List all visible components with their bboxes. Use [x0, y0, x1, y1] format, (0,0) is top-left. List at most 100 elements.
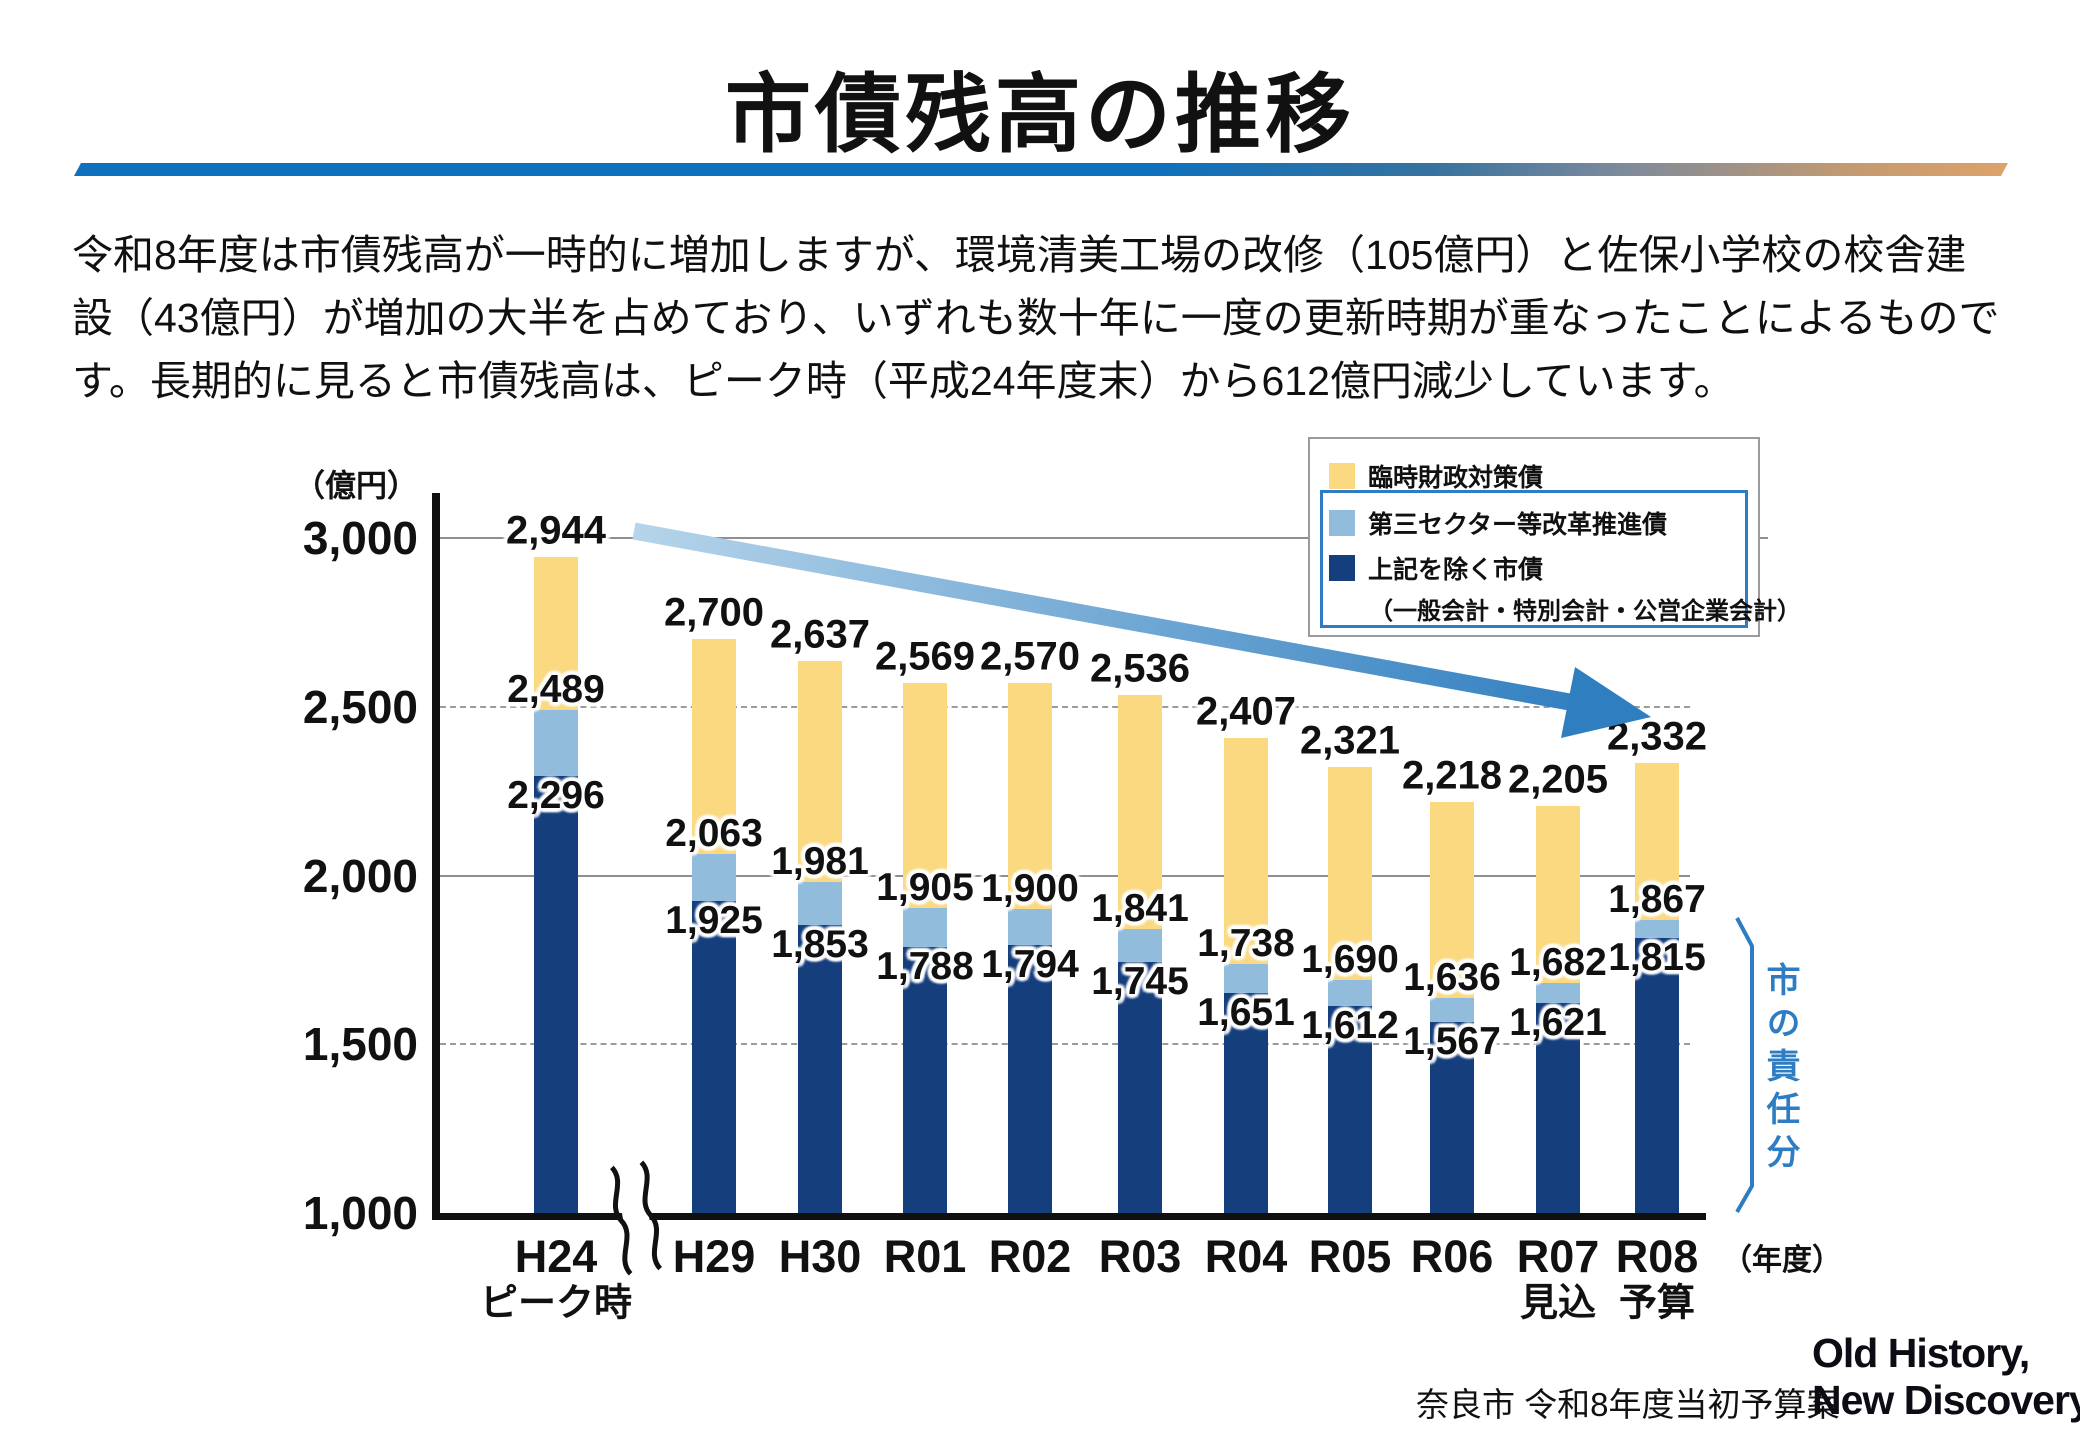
bar-H29-rinji	[692, 639, 736, 855]
label-R01-total: 2,569	[874, 634, 976, 679]
y-tick-1500: 1,500	[302, 1018, 418, 1071]
bar-R02-city-bond	[1008, 945, 1052, 1213]
chart-legend: 臨時財政対策債 第三セクター等改革推進債 上記を除く市債 （一般会計・特別会計・…	[1308, 437, 1801, 637]
label-R01-third-sector-top: 1,905	[876, 865, 974, 909]
label-H24-total: 2,944	[505, 508, 607, 553]
bar-R01-third-sector	[903, 907, 947, 948]
label-R03-total: 2,536	[1089, 646, 1191, 691]
intro-line-3: す。長期的に見ると市債残高は、ピーク時（平成24年度末）から612億円減少してい…	[72, 358, 1735, 404]
bar-H30-city-bond	[798, 925, 842, 1213]
label-H30-total: 2,637	[769, 612, 871, 656]
legend-label-rinji: 臨時財政対策債	[1368, 464, 1544, 492]
bar-R05-third-sector	[1328, 980, 1372, 1007]
city-responsibility-bracket	[1735, 917, 1754, 1213]
bar-R08-city-bond	[1635, 937, 1679, 1213]
label-R08-third-sector-top: 1,867	[1608, 878, 1706, 922]
bar-R08-rinji	[1635, 763, 1679, 921]
label-R08-city-bond-top: 1,815	[1608, 935, 1706, 979]
label-R02-total: 2,570	[979, 634, 1081, 679]
bar-R06-city-bond	[1430, 1021, 1474, 1213]
bar-R05-rinji	[1328, 767, 1372, 981]
x-tick-H24: H24	[514, 1231, 598, 1282]
label-H30-third-sector-top: 1,981	[771, 839, 869, 883]
label-R03-third-sector-top: 1,841	[1091, 887, 1189, 931]
label-R05-total: 2,321	[1299, 718, 1401, 763]
legend-swatch-city-bond	[1329, 555, 1355, 581]
label-R04-total: 2,407	[1195, 689, 1297, 734]
label-R01-city-bond-top: 1,788	[876, 945, 974, 989]
legend-item-rinji: 臨時財政対策債	[1329, 458, 1543, 494]
source-caption: 奈良市 令和8年度当初予算案	[1416, 1386, 1840, 1423]
label-R07-city-bond-top: 1,621	[1509, 1001, 1607, 1045]
label-R04-third-sector-top: 1,738	[1197, 921, 1295, 965]
x-tick-R08: R08	[1615, 1231, 1699, 1282]
bar-R02-third-sector	[1008, 909, 1052, 946]
x-tick-R06: R06	[1410, 1231, 1494, 1282]
city-logo-wordmark: Old History, New Discovery.	[1812, 1330, 2080, 1424]
label-R02-city-bond-top: 1,794	[981, 943, 1079, 987]
bar-R07-rinji	[1536, 806, 1580, 983]
bar-R03-third-sector	[1118, 929, 1162, 962]
bar-R04-third-sector	[1224, 963, 1268, 994]
bar-R02-rinji	[1008, 683, 1052, 910]
intro-line-2: 設（43億円）が増加の大半を占めており、いずれも数十年に一度の更新時期が重なった…	[72, 295, 2000, 341]
bar-R07-city-bond	[1536, 1003, 1580, 1213]
x-tick-R01: R01	[883, 1231, 967, 1282]
label-R05-city-bond-top: 1,612	[1301, 1004, 1399, 1048]
y-tick-2000: 2,000	[302, 849, 418, 902]
bar-R06-third-sector	[1430, 998, 1474, 1022]
gridline-2500	[440, 705, 1690, 708]
logo-line-1: Old History,	[1812, 1330, 2030, 1376]
bar-H30-third-sector	[798, 881, 842, 926]
x-tick-R03: R03	[1098, 1231, 1182, 1282]
logo-line-2: New Discovery.	[1812, 1377, 2080, 1423]
legend-label-city-bond-note: （一般会計・特別会計・公営企業会計）	[1369, 598, 1801, 625]
label-R02-third-sector-top: 1,900	[981, 867, 1079, 911]
page-title: 市債残高の推移	[725, 67, 1355, 163]
label-R03-city-bond-top: 1,745	[1091, 959, 1189, 1003]
x-axis-unit-label: （年度）	[1722, 1244, 1842, 1277]
bar-R06-rinji	[1430, 801, 1474, 999]
y-axis-line	[432, 493, 440, 1220]
bar-R04-rinji	[1224, 738, 1268, 964]
trend-arrow-head	[1561, 667, 1651, 738]
bar-R03-city-bond	[1118, 961, 1162, 1213]
title-gradient-rule	[74, 163, 2008, 176]
x-subtick-R07: 見込	[1519, 1282, 1597, 1325]
bar-R08-third-sector	[1635, 920, 1679, 938]
legend-item-city-bond: 上記を除く市債	[1329, 550, 1543, 586]
label-H29-city-bond-top: 1,925	[665, 898, 763, 942]
intro-paragraph: 令和8年度は市債残高が一時的に増加しますが、環境清美工場の改修（105億円）と佐…	[72, 224, 2016, 413]
legend-item-city-bond-note: （一般会計・特別会計・公営企業会計）	[1369, 591, 1801, 626]
x-tick-R07: R07	[1516, 1231, 1600, 1282]
bar-H24-third-sector	[534, 710, 578, 776]
bar-H24-city-bond	[534, 775, 578, 1213]
legend-label-third-sector: 第三セクター等改革推進債	[1368, 511, 1668, 539]
bar-R05-city-bond	[1328, 1006, 1372, 1213]
label-H30-city-bond-top: 1,853	[771, 923, 869, 967]
intro-line-1: 令和8年度は市債残高が一時的に増加しますが、環境清美工場の改修（105億円）と佐…	[72, 232, 1967, 278]
label-H29-total: 2,700	[663, 590, 765, 635]
gridline-2000	[440, 874, 1690, 877]
y-axis-unit-label: （億円）	[294, 468, 418, 504]
x-tick-H30: H30	[778, 1231, 862, 1282]
label-H24-third-sector-top: 2,489	[507, 668, 605, 712]
label-R08-total: 2,332	[1606, 714, 1708, 759]
y-tick-3000: 3,000	[302, 512, 418, 564]
label-H24-city-bond-top: 2,296	[507, 773, 605, 817]
bar-R01-city-bond	[903, 947, 947, 1213]
y-tick-2500: 2,500	[302, 680, 418, 733]
axis-break	[609, 1158, 663, 1278]
label-R06-third-sector-top: 1,636	[1403, 956, 1501, 1000]
legend-label-city-bond: 上記を除く市債	[1368, 556, 1544, 584]
label-R07-total: 2,205	[1507, 757, 1609, 802]
x-subtick-R08: 予算	[1618, 1282, 1696, 1325]
bar-R03-rinji	[1118, 694, 1162, 930]
x-tick-R02: R02	[988, 1231, 1072, 1282]
x-tick-R04: R04	[1204, 1231, 1288, 1282]
x-axis-line	[432, 1213, 1706, 1220]
gridline-1500	[440, 1043, 1690, 1046]
